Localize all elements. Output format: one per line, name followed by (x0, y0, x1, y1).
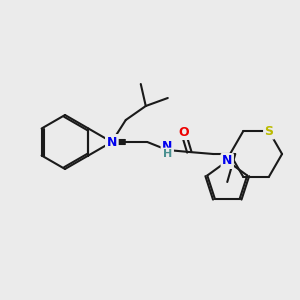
Text: H: H (163, 149, 172, 159)
Text: N: N (106, 136, 117, 148)
Text: N: N (222, 154, 232, 167)
Text: N: N (106, 136, 117, 148)
Text: N: N (162, 140, 172, 152)
Text: S: S (265, 125, 274, 138)
Text: O: O (178, 125, 189, 139)
